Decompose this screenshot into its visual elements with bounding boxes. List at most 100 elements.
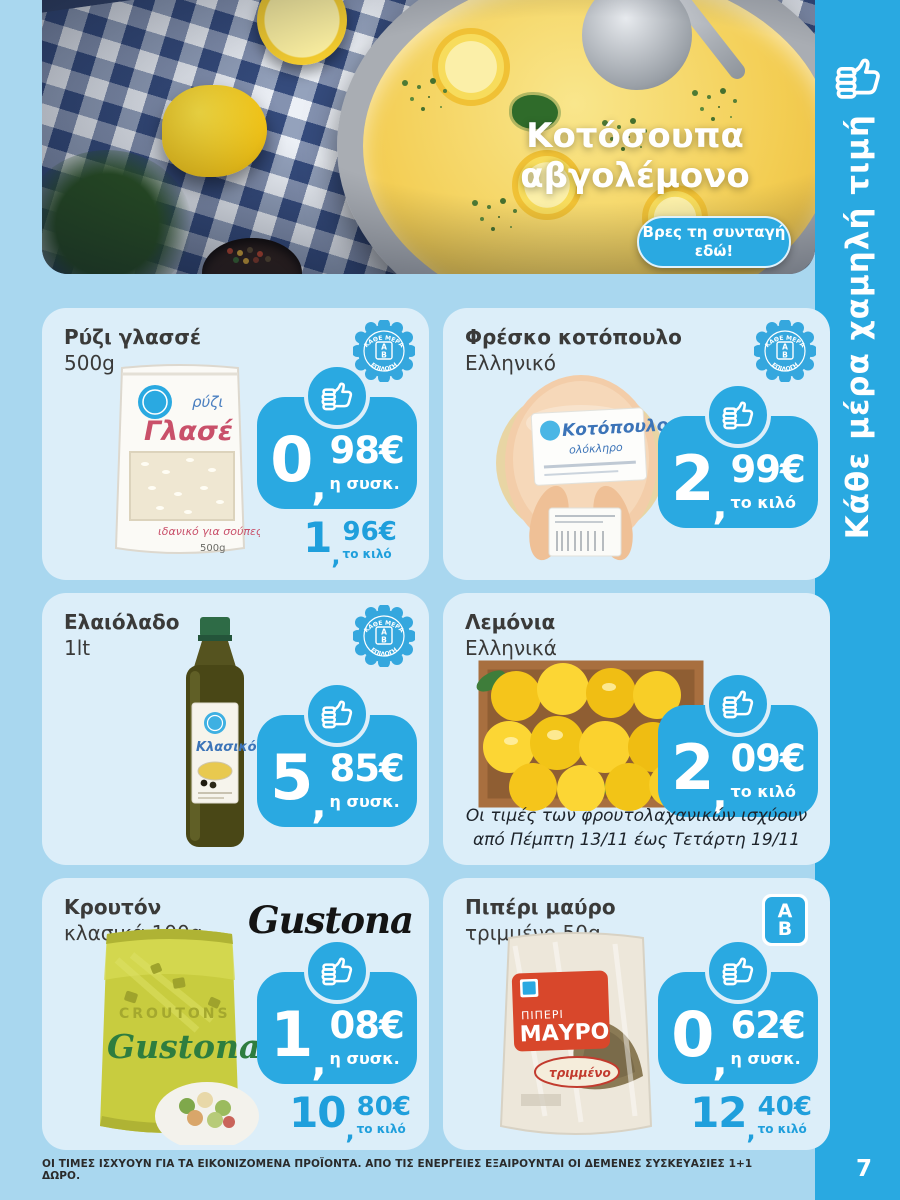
price-separator: , <box>311 464 327 511</box>
svg-text:ολόκληρο: ολόκληρο <box>569 441 624 457</box>
secondary-price: 12, 40€ το κιλό <box>658 1088 818 1146</box>
secondary-price-cents: 80€ <box>356 1092 411 1123</box>
secondary-price-unit: το κιλό <box>356 1121 406 1136</box>
price-unit: το κιλό <box>730 493 797 513</box>
product-size: Ελληνικά <box>465 636 557 660</box>
product-image-croutons-bag: CROUTONS Gustona <box>100 929 260 1145</box>
price-cents: 99€ <box>730 448 806 491</box>
secondary-price-separator: , <box>746 1117 756 1146</box>
thumbs-up-badge-icon <box>705 382 771 448</box>
price-whole: 0 <box>270 423 313 496</box>
price-cents: 62€ <box>730 1004 806 1047</box>
price-block: 5, 85€ η συσκ. <box>257 681 417 829</box>
produce-price-validity-note: Οι τιμές των φρουτολαχανικών ισχύουν από… <box>443 805 830 853</box>
svg-text:Β: Β <box>381 351 387 360</box>
product-image-rice-bag: ρύζι Γλασέ ιδανικό για σούπες 500g <box>114 364 260 554</box>
svg-text:CROUTONS: CROUTONS <box>119 1006 231 1022</box>
svg-text:τριμμένο: τριμμένο <box>549 1066 611 1080</box>
price-block: 2, 99€ το κιλό <box>658 382 818 530</box>
svg-text:ΕΠΙΛΟΓΗ: ΕΠΙΛΟΓΗ <box>770 361 800 373</box>
product-card-lemons[interactable]: Λεμόνια Ελληνικά 2, 09€ το κιλό <box>443 593 830 865</box>
ab-brand-logo: Α Β <box>762 894 808 946</box>
svg-text:Gustona: Gustona <box>107 1027 260 1066</box>
hero-title-line1: Κοτόσουπα <box>526 116 744 156</box>
svg-text:Β: Β <box>381 636 387 645</box>
thumbs-up-icon <box>835 58 880 99</box>
product-name: Πιπέρι μαύρο <box>465 895 616 919</box>
product-title: Ρύζι γλασσέ 500g <box>64 324 201 376</box>
svg-text:Α: Α <box>381 343 387 352</box>
product-name: Λεμόνια <box>465 610 556 634</box>
product-card-chicken[interactable]: Φρέσκο κοτόπουλο Ελληνικό ΚΑΘΕ ΜΕΡΑ ΕΠΙΛ… <box>443 308 830 580</box>
product-card-rice[interactable]: Ρύζι γλασσέ 500g ΚΑΘΕ ΜΕΡΑ ΕΠΙΛΟΓΗ Α Β ρ… <box>42 308 429 580</box>
product-card-croutons[interactable]: Κρουτόν κλασικά 100g Gustona CROUTONS Gu… <box>42 878 429 1150</box>
price-bubble: 0, 62€ η συσκ. <box>658 972 818 1085</box>
product-name: Ελαιόλαδο <box>64 610 180 634</box>
hero-recipe-title: Κοτόσουπα αβγολέμονο <box>495 116 775 196</box>
price-unit: το κιλό <box>730 782 797 802</box>
secondary-price-unit: το κιλό <box>342 546 392 561</box>
secondary-price: 1, 96€ το κιλό <box>257 513 417 571</box>
product-image-oil-bottle: Κλασικό <box>186 617 257 847</box>
note-line1: Οι τιμές των φρουτολαχανικών ισχύουν <box>465 806 808 827</box>
product-size: 500g <box>64 351 115 375</box>
ab-logo-letter-a: Α <box>777 899 793 922</box>
product-name: Φρέσκο κοτόπουλο <box>465 325 682 349</box>
price-whole: 1 <box>270 998 313 1071</box>
price-cents: 08€ <box>329 1004 405 1047</box>
secondary-price-unit: το κιλό <box>757 1121 807 1136</box>
every-day-choice-seal-icon: ΚΑΘΕ ΜΕΡΑ ΕΠΙΛΟΓΗ Α Β <box>353 605 415 667</box>
svg-text:Κλασικό: Κλασικό <box>196 740 257 755</box>
recipe-button-label-line2: εδώ! <box>694 242 734 260</box>
recipe-button[interactable]: Βρες τη συνταγή εδώ! <box>637 216 791 268</box>
price-unit: η συσκ. <box>329 792 400 812</box>
product-title: Λεμόνια Ελληνικά <box>465 609 557 661</box>
footer-disclaimer: ΟΙ ΤΙΜΕΣ ΙΣΧΥΟΥΝ ΓΙΑ ΤΑ ΕΙΚΟΝΙΖΟΜΕΝΑ ΠΡΟ… <box>42 1158 753 1182</box>
secondary-price-whole: 1 <box>303 513 332 563</box>
price-separator: , <box>712 483 728 530</box>
price-block: 0, 62€ η συσκ. 12, 40€ το κιλό <box>658 938 818 1146</box>
product-size: Ελληνικό <box>465 351 556 375</box>
svg-text:Γλασέ: Γλασέ <box>144 416 234 447</box>
secondary-price-separator: , <box>331 542 341 571</box>
gustona-brand-logo: Gustona <box>248 898 414 942</box>
hero-banner: Κοτόσουπα αβγολέμονο Βρες τη συνταγή εδώ… <box>42 0 815 274</box>
secondary-price-whole: 12 <box>690 1088 747 1138</box>
page-number: 7 <box>855 1156 872 1182</box>
thumbs-up-badge-icon <box>304 363 370 429</box>
secondary-price-cents: 96€ <box>342 517 397 548</box>
svg-text:ρύζι: ρύζι <box>192 393 223 411</box>
thumbs-up-badge-icon <box>304 681 370 747</box>
price-whole: 0 <box>671 998 714 1071</box>
price-block: 2, 09€ το κιλό <box>658 671 818 819</box>
price-whole: 2 <box>671 442 714 515</box>
product-title: Φρέσκο κοτόπουλο Ελληνικό <box>465 324 682 376</box>
note-line2: από Πέμπτη 13/11 έως Τετάρτη 19/11 <box>472 830 801 851</box>
product-name: Κρουτόν <box>64 895 162 919</box>
sidebar-tagline: Κάθε μέρα χαμηλή τιμή <box>839 114 876 540</box>
ab-logo-letter-b: Β <box>777 918 793 940</box>
svg-text:ΕΠΙΛΟΓΗ: ΕΠΙΛΟΓΗ <box>369 361 399 373</box>
svg-text:Α: Α <box>381 628 387 637</box>
product-size: 1lt <box>64 636 91 660</box>
thumbs-up-badge-icon <box>304 938 370 1004</box>
price-unit: η συσκ. <box>730 1049 801 1069</box>
svg-text:ιδανικό για σούπες: ιδανικό για σούπες <box>158 525 260 538</box>
svg-text:Α: Α <box>782 343 788 352</box>
product-card-olive-oil[interactable]: Ελαιόλαδο 1lt ΚΑΘΕ ΜΕΡΑ ΕΠΙΛΟΓΗ Α Β Κλασ… <box>42 593 429 865</box>
price-separator: , <box>311 1039 327 1086</box>
product-image-pepper-pouch: ΠΙΠΕΡΙ ΜΑΥΡΟ τριμμένο <box>499 932 653 1135</box>
price-separator: , <box>311 782 327 829</box>
product-card-pepper[interactable]: Πιπέρι μαύρο τριμμένο 50g Α Β ΠΙΠΕΡΙ ΜΑΥ… <box>443 878 830 1150</box>
price-separator: , <box>712 772 728 819</box>
price-unit: η συσκ. <box>329 1049 400 1069</box>
price-whole: 2 <box>671 731 714 804</box>
price-block: 0, 98€ η συσκ. 1, 96€ το κιλό <box>257 363 417 571</box>
hero-title-line2: αβγολέμονο <box>520 156 750 197</box>
svg-text:ΠΙΠΕΡΙ: ΠΙΠΕΡΙ <box>521 1008 564 1022</box>
secondary-price-separator: , <box>345 1117 355 1146</box>
price-whole: 5 <box>270 741 313 814</box>
every-day-choice-seal-icon: ΚΑΘΕ ΜΕΡΑ ΕΠΙΛΟΓΗ Α Β <box>754 320 816 382</box>
every-day-choice-seal-icon: ΚΑΘΕ ΜΕΡΑ ΕΠΙΛΟΓΗ Α Β <box>353 320 415 382</box>
secondary-price: 10, 80€ το κιλό <box>257 1092 417 1146</box>
